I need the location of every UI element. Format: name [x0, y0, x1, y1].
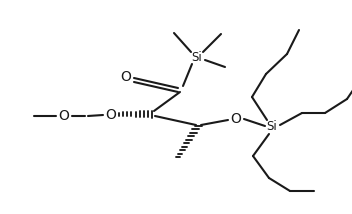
- Text: O: O: [121, 70, 131, 84]
- Text: O: O: [58, 109, 69, 123]
- Text: O: O: [106, 108, 117, 122]
- Text: O: O: [231, 112, 241, 126]
- Text: Si: Si: [191, 51, 202, 64]
- Text: Si: Si: [266, 120, 277, 134]
